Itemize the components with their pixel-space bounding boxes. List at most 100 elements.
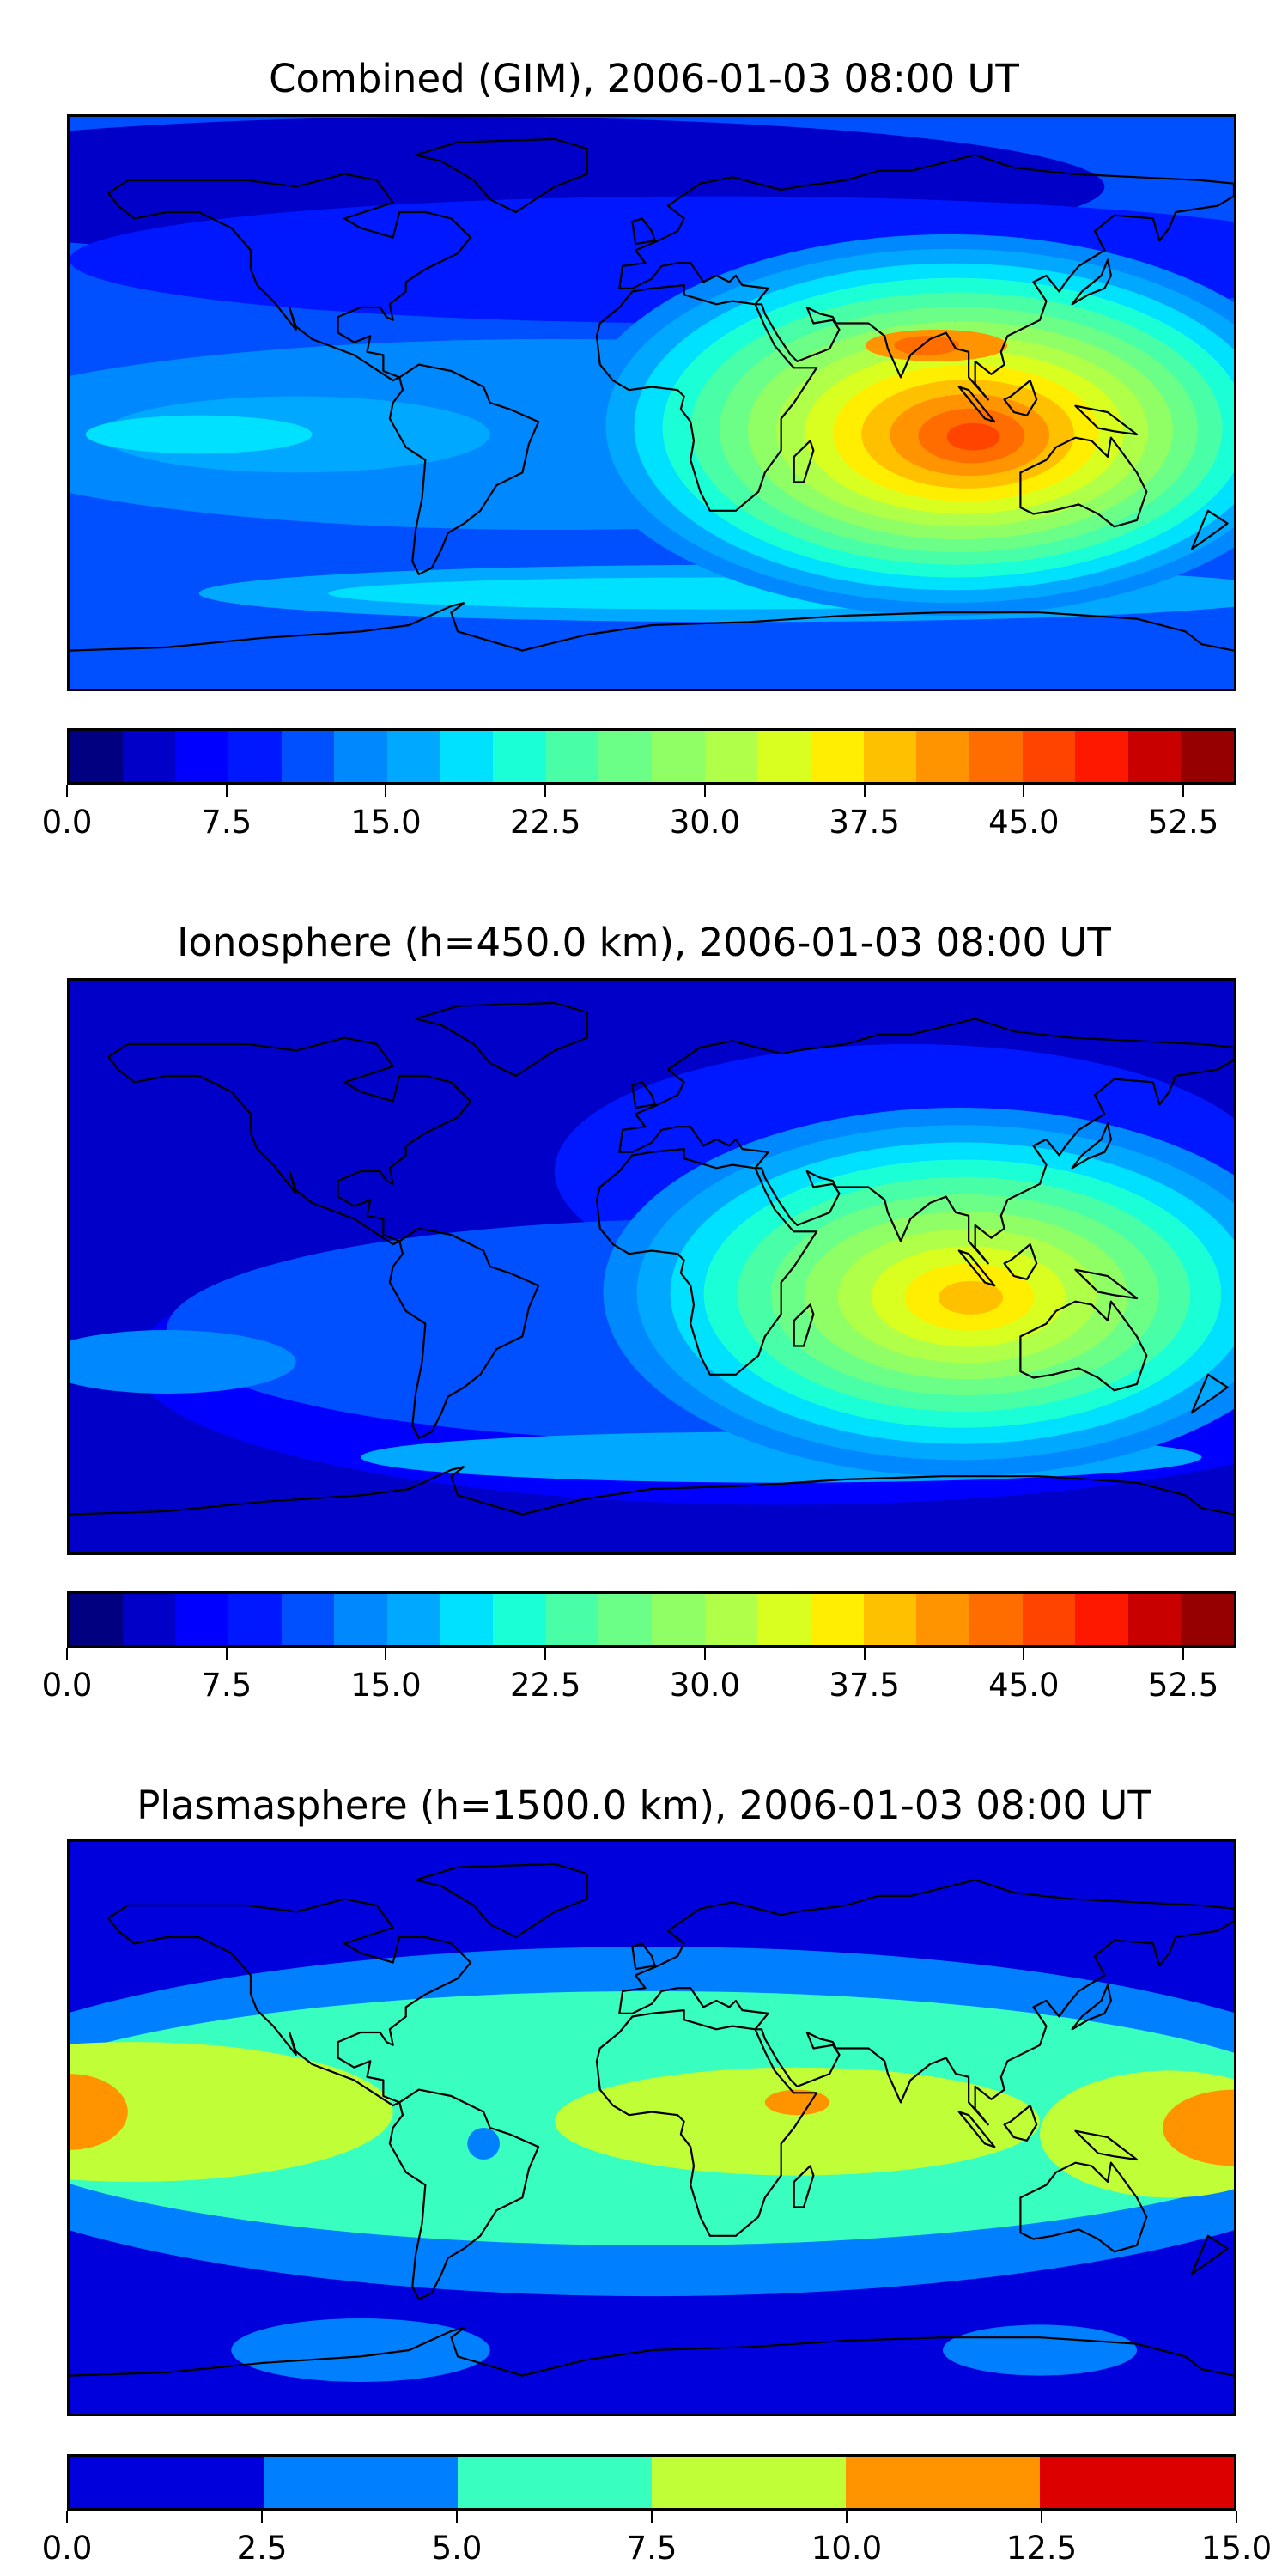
coastline <box>794 440 814 482</box>
coastline <box>1020 1302 1146 1391</box>
colorbar-cell <box>863 1594 917 1645</box>
colorbar-tick-label: 10.0 <box>811 2530 883 2567</box>
coastline <box>632 218 654 244</box>
colorbar-tick <box>651 2511 653 2523</box>
coastline <box>416 1003 587 1076</box>
colorbar-tick <box>544 1648 547 1660</box>
colorbar-plasmasphere <box>67 2454 1236 2511</box>
colorbar-cell <box>122 731 176 782</box>
colorbar-tick-label: 0.0 <box>41 2530 93 2567</box>
coastline <box>108 1038 471 1245</box>
colorbar-tick <box>1023 1648 1025 1660</box>
colorbar-cell <box>458 2457 652 2508</box>
colorbar-cell <box>386 1594 440 1645</box>
colorbar-tick-label: 22.5 <box>509 804 581 841</box>
coastline <box>108 1899 471 2106</box>
colorbar-cell <box>1075 1594 1128 1645</box>
colorbar-tick-label: 15.0 <box>350 1667 422 1704</box>
colorbar-tick <box>863 1648 866 1660</box>
colorbar-cell <box>70 731 123 782</box>
colorbar-tick <box>225 1648 228 1660</box>
map-combined-svg <box>70 117 1234 689</box>
colorbar-cell <box>969 1594 1023 1645</box>
colorbar-cell <box>598 731 653 782</box>
colorbar-cell <box>440 1594 494 1645</box>
colorbar-tick <box>863 785 866 797</box>
coastline <box>1075 1270 1137 1298</box>
colorbar-tick-label: 5.0 <box>431 2530 483 2567</box>
colorbar-tick-label: 45.0 <box>988 1667 1060 1704</box>
colorbar-tick-label: 12.5 <box>1005 2530 1078 2567</box>
map-plasmasphere <box>67 1839 1236 2416</box>
colorbar-cell <box>493 1594 546 1645</box>
coastline-antarctica <box>70 1467 1234 1515</box>
colorbar-cell <box>493 731 546 782</box>
colorbar-tick <box>703 1648 706 1660</box>
colorbar-cell <box>916 1594 969 1645</box>
colorbar-tick-label: 2.5 <box>236 2530 288 2567</box>
coastline <box>390 2090 538 2300</box>
colorbar-cell <box>264 2457 458 2508</box>
contour-region <box>70 1330 296 1394</box>
coastline <box>1005 2105 1037 2141</box>
coastline <box>1020 2163 1146 2252</box>
colorbar-cell <box>1127 1594 1182 1645</box>
colorbar-cell <box>440 731 494 782</box>
coastline <box>1075 406 1137 434</box>
colorbar-cell <box>863 731 917 782</box>
colorbar-cell <box>652 1594 705 1645</box>
colorbar-tick <box>1023 785 1025 797</box>
colorbar-tick-label: 52.5 <box>1147 804 1219 841</box>
contour-region <box>231 2318 490 2382</box>
contour-region <box>938 1280 1004 1315</box>
panel-title-ionosphere: Ionosphere (h=450.0 km), 2006-01-03 08:0… <box>177 920 1111 965</box>
colorbar-tick <box>225 785 228 797</box>
colorbar-tick-label: 7.5 <box>201 804 252 841</box>
coastline <box>1192 511 1227 549</box>
colorbar-tick-label: 37.5 <box>829 1667 900 1704</box>
colorbar-tick-label: 15.0 <box>1200 2530 1273 2567</box>
coastline <box>1192 1375 1227 1413</box>
colorbar-tick-label: 0.0 <box>41 804 93 841</box>
colorbar-tick <box>66 1648 68 1660</box>
colorbar-cell <box>228 1594 282 1645</box>
coastline <box>959 387 994 422</box>
colorbar-cell <box>757 731 811 782</box>
map-combined <box>67 114 1236 691</box>
panel-title-combined: Combined (GIM), 2006-01-03 08:00 UT <box>269 56 1019 101</box>
contour-region <box>85 415 313 454</box>
coastline <box>1072 1124 1111 1169</box>
colorbar-cell <box>916 731 969 782</box>
coastline <box>390 1229 538 1438</box>
colorbar-tick <box>66 2511 68 2523</box>
coastline <box>1072 1985 1111 2030</box>
colorbar-cell <box>545 1594 599 1645</box>
coastline <box>619 1880 1234 2124</box>
colorbar-cell <box>704 1594 758 1645</box>
colorbar-cell <box>545 731 599 782</box>
colorbar-tick <box>703 785 706 797</box>
coastline <box>416 1864 587 1937</box>
colorbar-tick-label: 37.5 <box>829 804 900 841</box>
colorbar-cell <box>386 731 440 782</box>
colorbar-cell <box>281 731 335 782</box>
colorbar-cell <box>810 731 864 782</box>
colorbar-cell <box>757 1594 811 1645</box>
colorbar-tick-label: 7.5 <box>201 1667 252 1704</box>
coastline <box>597 1149 817 1375</box>
colorbar-cell <box>281 1594 335 1645</box>
map-plasmasphere-svg <box>70 1842 1234 2414</box>
colorbar-tick <box>261 2511 263 2523</box>
colorbar-cell <box>1040 2457 1234 2508</box>
coastline <box>959 2112 994 2148</box>
colorbar-cell <box>228 731 282 782</box>
coastline <box>1005 1244 1037 1279</box>
coastline <box>1075 2131 1137 2160</box>
coastline <box>1005 380 1037 416</box>
coastline <box>619 155 1234 399</box>
colorbar-combined <box>67 728 1236 785</box>
coastline <box>959 1251 994 1286</box>
colorbar-cell <box>122 1594 176 1645</box>
map-ionosphere <box>67 978 1236 1555</box>
coastline-antarctica <box>70 2328 1234 2376</box>
